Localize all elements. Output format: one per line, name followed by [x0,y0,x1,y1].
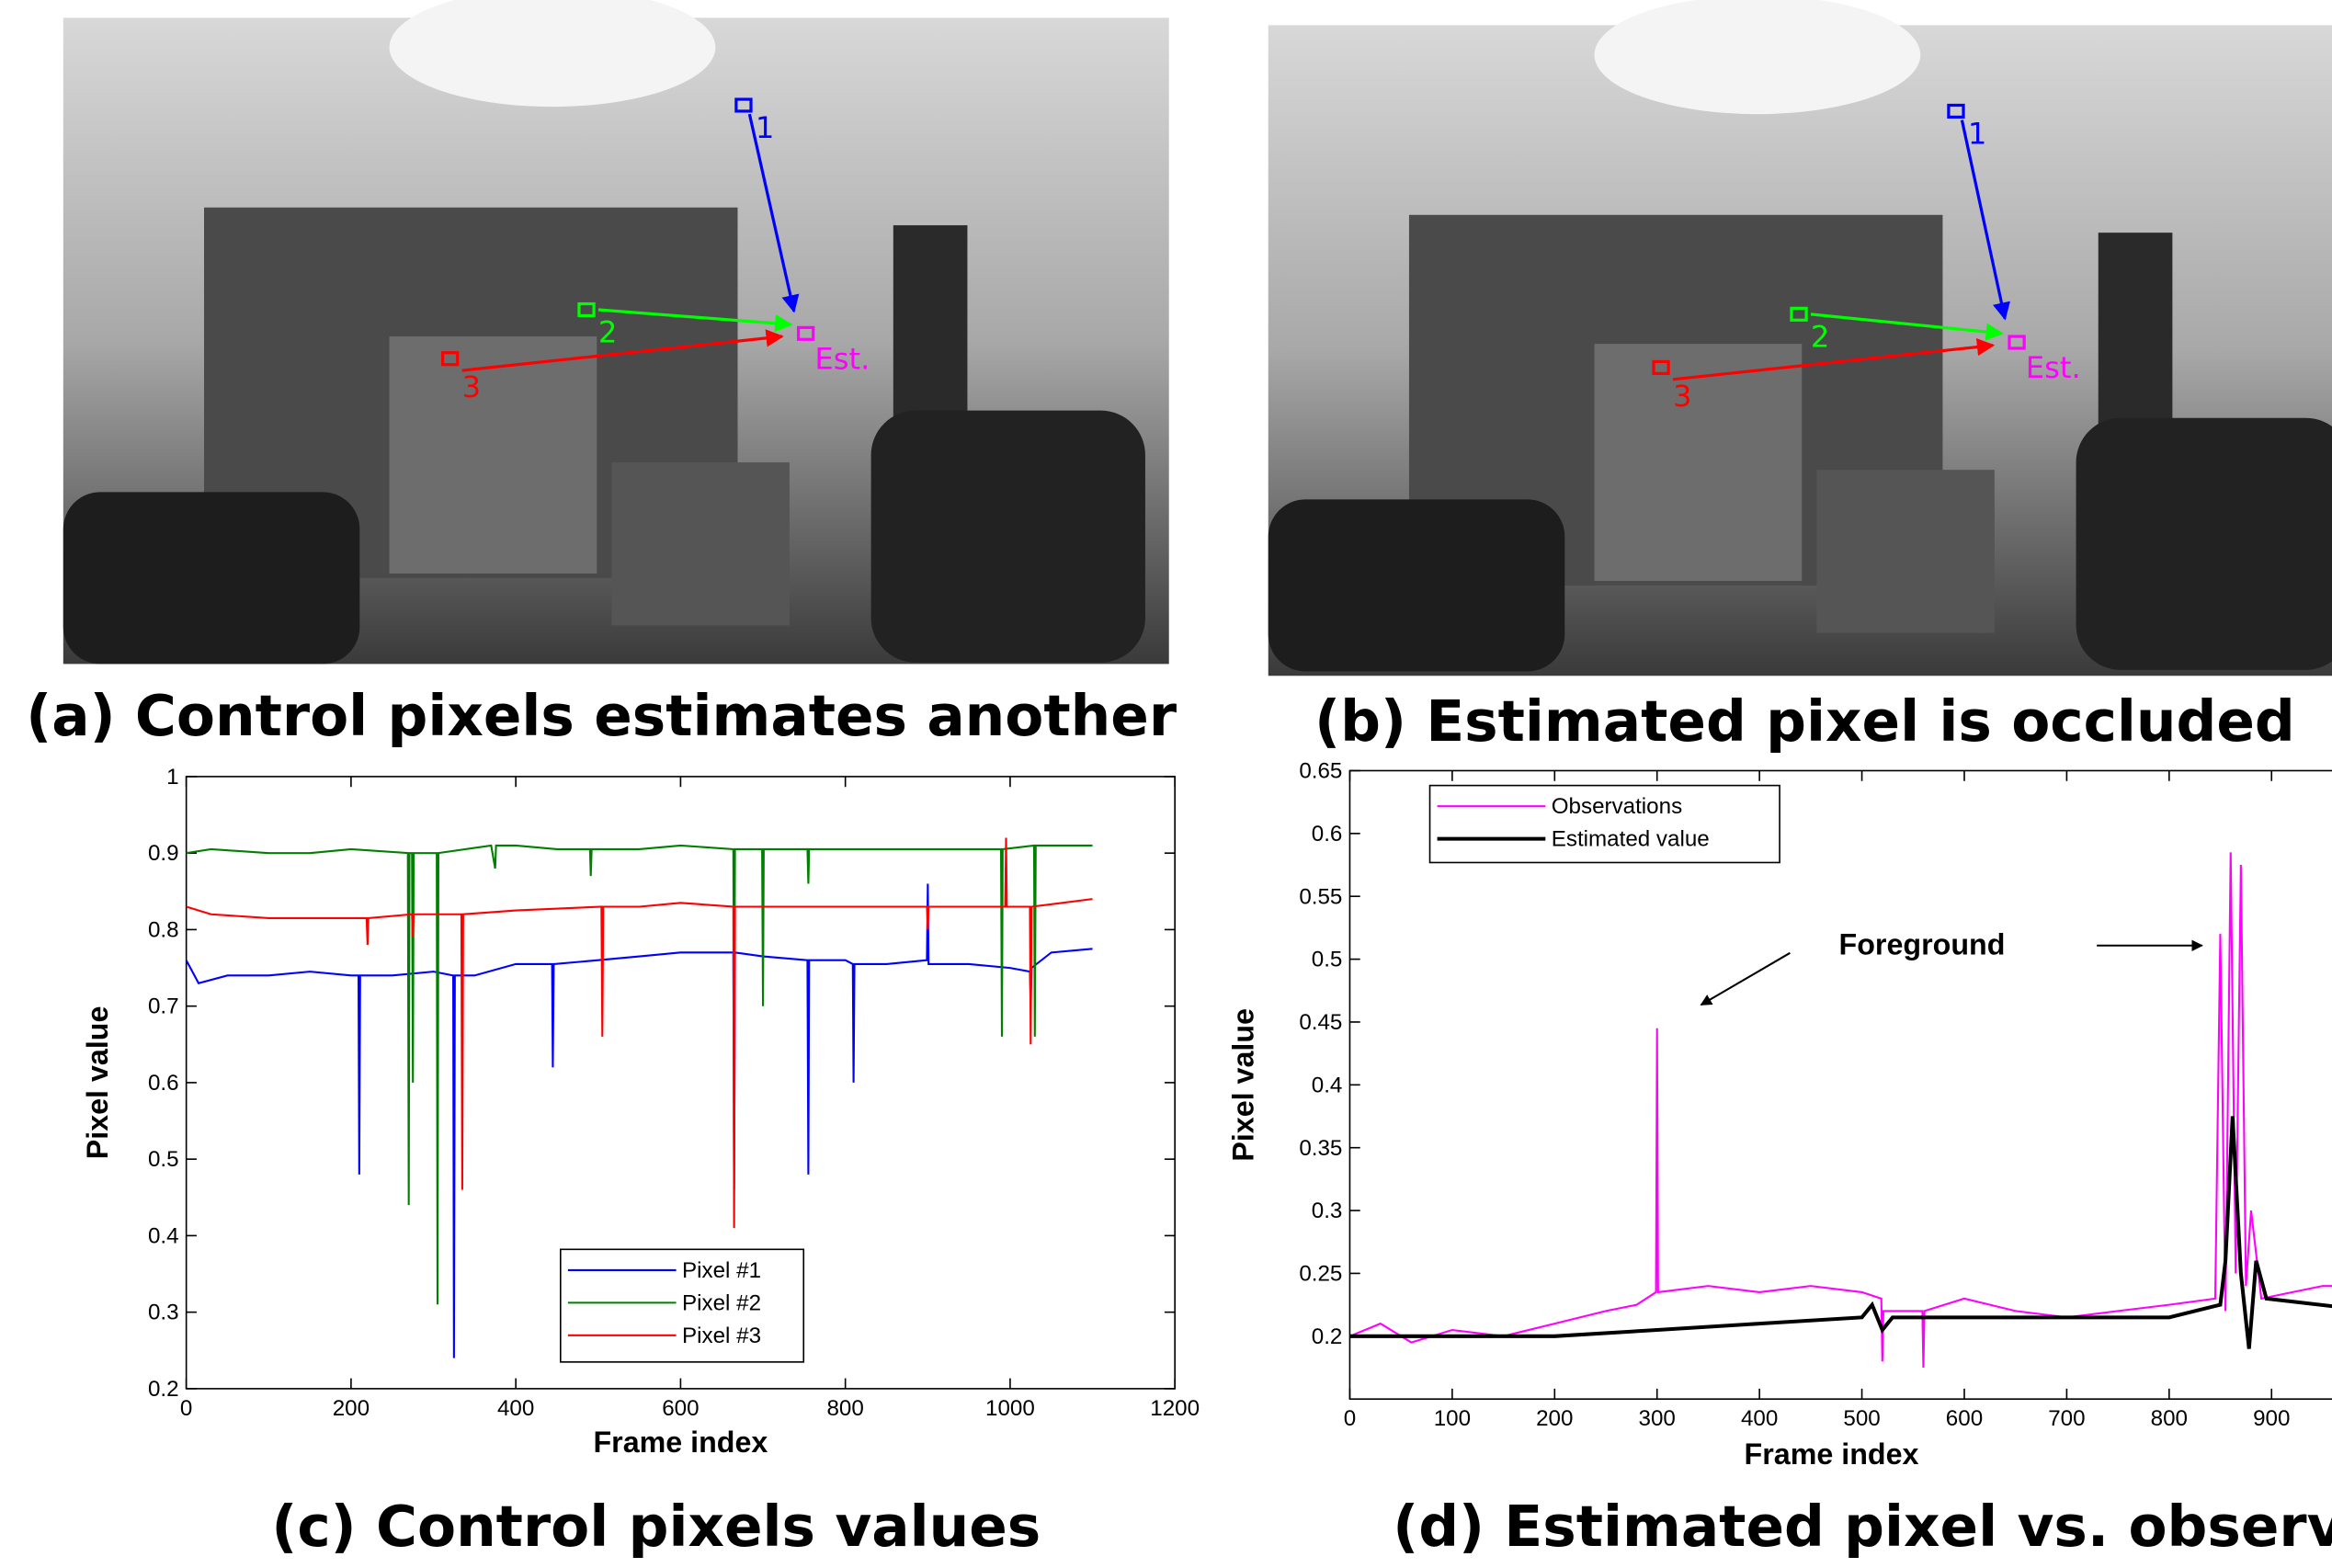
armchair [871,411,1145,663]
chair [1816,470,1994,632]
photo-panel: 1 2 3 Est. (b) Estimated pixel is occluded [1268,0,2332,755]
y-tick-label: 0.8 [148,917,179,942]
y-tick-label: 0.55 [1299,884,1342,909]
y-tick-label: 0.5 [148,1147,179,1172]
y-tick-label: 0.3 [148,1301,179,1325]
x-tick-label: 700 [2048,1406,2085,1431]
x-tick-label: 800 [2151,1406,2188,1431]
x-tick-label: 0 [1344,1406,1356,1431]
point-label: Est. [814,342,870,377]
x-tick-label: 1200 [1150,1396,1200,1421]
figure: 1 2 3 Est. (a) Control pixels estimates anot… [0,0,2332,1568]
chair [611,462,789,625]
y-tick-label: 0.7 [148,994,179,1019]
armchair [2076,418,2332,670]
caption: (a) Control pixels estimates another [26,684,1177,749]
x-tick-label: 1000 [985,1396,1035,1421]
photo-panel: 1 2 3 Est. (a) Control pixels estimates anot… [26,0,1177,749]
point-label: 1 [756,110,775,145]
x-tick-label: 800 [826,1396,863,1421]
y-tick-label: 0.4 [148,1223,179,1248]
x-tick-label: 600 [1946,1406,1983,1431]
x-tick-label: 400 [497,1396,534,1421]
chart: 0 200 400 600 800 1000 1200 0.2 0.3 0.4 0.5 0.6 0.7 0… [81,765,1200,1560]
y-tick-label: 0.65 [1299,759,1342,784]
x-tick-label: 500 [1843,1406,1880,1431]
sofa [63,492,359,664]
point-label: Est. [2026,350,2081,385]
legend-label: Pixel #2 [682,1290,761,1315]
y-tick-label: 0.6 [148,1071,179,1096]
legend-label: Pixel #3 [682,1324,761,1348]
ceiling-light [1595,0,1921,114]
cabinet [1595,344,1803,581]
point-label: 2 [598,314,618,349]
x-tick-label: 200 [333,1396,370,1421]
legend-label: Pixel #1 [682,1258,761,1283]
y-tick-label: 0.35 [1299,1136,1342,1161]
legend-label: Observations [1552,794,1682,819]
y-tick-label: 0.9 [148,841,179,866]
y-tick-label: 0.25 [1299,1262,1342,1287]
annotation: Foreground [1839,927,2006,960]
legend-label: Estimated value [1552,827,1710,852]
caption: (c) Control pixels values [271,1494,1041,1560]
y-tick-label: 0.3 [1312,1199,1343,1223]
x-tick-label: 200 [1536,1406,1573,1431]
y-tick-label: 1 [166,765,178,790]
caption: (b) Estimated pixel is occluded [1314,689,2295,755]
x-axis-label: Frame index [1745,1437,1919,1471]
point-label: 1 [1968,116,1987,151]
y-tick-label: 0.2 [1312,1324,1343,1349]
point-label: 3 [1673,379,1692,414]
page: 1 2 3 Est. (a) Control pixels estimates anot… [0,0,2332,1568]
point-label: 3 [462,369,482,404]
point-label: 2 [1811,319,1830,354]
sofa [1268,499,1564,671]
x-tick-label: 300 [1639,1406,1676,1431]
x-tick-label: 100 [1434,1406,1471,1431]
x-axis-label: Frame index [593,1426,768,1459]
x-tick-label: 0 [180,1396,192,1421]
caption: (d) Estimated pixel vs. observed [1393,1494,2332,1560]
x-tick-label: 900 [2253,1406,2290,1431]
y-tick-label: 0.2 [148,1377,179,1402]
plot-area [1349,770,2332,1399]
y-tick-label: 0.45 [1299,1010,1342,1035]
y-tick-label: 0.5 [1312,948,1343,972]
x-tick-label: 600 [662,1396,699,1421]
y-axis-label: Pixel value [1227,1008,1260,1162]
y-tick-label: 0.6 [1312,822,1343,846]
y-tick-label: 0.4 [1312,1073,1343,1097]
chart: 0 100 200 300 400 500 600 700 800 900 0.2 0.25 0.3 0.… [1227,759,2332,1560]
x-tick-label: 400 [1741,1406,1778,1431]
y-axis-label: Pixel value [81,1006,114,1160]
cabinet [390,336,597,574]
